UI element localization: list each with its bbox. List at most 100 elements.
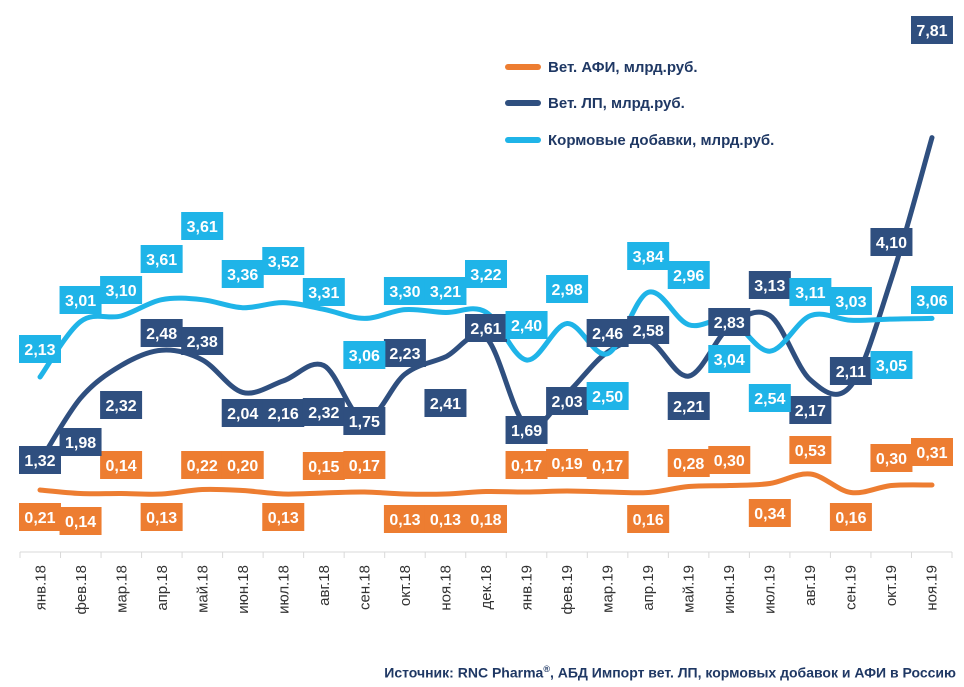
- data-label-text: 0,15: [308, 459, 339, 476]
- data-label-text: 0,34: [754, 506, 785, 523]
- series-line-afi: [37, 471, 935, 497]
- x-tick-label: июл.18: [275, 565, 292, 614]
- data-label-text: 0,14: [106, 458, 137, 475]
- data-label-box: [181, 327, 224, 355]
- legend: Вет. АФИ, млрд.руб. Вет. ЛП, млрд.руб. Кор…: [505, 59, 774, 149]
- data-label-text: 0,19: [552, 456, 583, 473]
- data-label-text: 0,20: [227, 458, 258, 475]
- data-label-box: [546, 449, 589, 477]
- x-tick-label: янв.19: [519, 565, 536, 610]
- x-tick-label: мар.18: [113, 565, 130, 613]
- data-label-afi: 0,22: [181, 451, 224, 479]
- data-label-box: [546, 387, 589, 415]
- data-label-text: 0,13: [389, 512, 420, 529]
- data-label-box: [140, 503, 183, 531]
- data-label-korm: 3,10: [100, 276, 143, 304]
- data-label-afi: 0,20: [221, 451, 264, 479]
- data-label-text: 0,13: [268, 510, 299, 527]
- data-label-text: 2,17: [795, 403, 826, 420]
- data-label-afi: 0,15: [302, 452, 345, 480]
- data-label-box: [140, 319, 183, 347]
- data-label-box: [667, 449, 710, 477]
- x-tick-label: апр.18: [154, 565, 171, 611]
- data-label-box: [708, 308, 751, 336]
- data-label-lp: 2,11: [829, 357, 872, 385]
- data-label-text: 2,96: [673, 268, 704, 285]
- x-tick-label: май.18: [194, 565, 211, 613]
- data-label-korm: 3,22: [465, 260, 507, 288]
- data-label-text: 2,61: [470, 321, 501, 338]
- x-tick-label: окт.19: [883, 565, 900, 606]
- data-label-afi: 0,14: [100, 451, 143, 479]
- data-label-text: 2,58: [633, 323, 664, 340]
- legend-label: Вет. ЛП, млрд.руб.: [548, 95, 685, 112]
- data-label-lp: 1,98: [59, 428, 102, 456]
- data-label-text: 2,41: [430, 396, 461, 413]
- data-label-text: 0,17: [349, 458, 380, 475]
- data-label-text: 3,21: [430, 284, 461, 301]
- data-label-lp: 1,69: [505, 416, 548, 444]
- data-label-lp: 2,46: [586, 319, 629, 347]
- data-label-lp: 2,21: [667, 392, 710, 420]
- data-label-box: [465, 314, 507, 342]
- data-label-box: [302, 452, 345, 480]
- x-tick-label: окт.18: [397, 565, 414, 606]
- data-label-text: 3,52: [268, 254, 299, 271]
- data-label-box: [829, 287, 872, 315]
- data-label-box: [383, 277, 426, 305]
- data-label-afi: 0,17: [343, 451, 386, 479]
- data-label-text: 0,31: [916, 445, 947, 462]
- data-label-box: [748, 271, 791, 299]
- data-label-box: [911, 16, 953, 44]
- data-label-text: 2,13: [24, 342, 55, 359]
- data-label-text: 2,32: [308, 405, 339, 422]
- data-label-box: [383, 505, 426, 533]
- legend-label: Кормовые добавки, млрд.руб.: [548, 132, 774, 149]
- data-label-box: [586, 319, 629, 347]
- data-label-box: [221, 451, 264, 479]
- data-label-box: [586, 382, 629, 410]
- data-label-text: 2,04: [227, 406, 258, 423]
- data-label-box: [100, 451, 143, 479]
- data-label-text: 2,50: [592, 389, 623, 406]
- data-label-box: [59, 507, 102, 535]
- x-tick-label: авг.19: [802, 565, 819, 606]
- data-label-box: [505, 416, 548, 444]
- data-label-box: [59, 286, 102, 314]
- legend-label: Вет. АФИ, млрд.руб.: [548, 59, 698, 76]
- data-label-box: [262, 503, 305, 531]
- data-label-text: 3,84: [633, 249, 664, 266]
- data-label-box: [181, 451, 224, 479]
- data-label-box: [546, 275, 589, 303]
- data-label-lp: 2,48: [140, 319, 183, 347]
- x-tick-label: янв.18: [32, 565, 49, 610]
- axis-layer: [19, 551, 953, 558]
- data-label-box: [870, 444, 913, 472]
- data-label-text: 0,21: [24, 510, 55, 527]
- data-label-box: [221, 399, 264, 427]
- data-label-text: 3,31: [308, 285, 339, 302]
- data-label-text: 7,81: [916, 23, 947, 40]
- data-label-box: [911, 286, 953, 314]
- data-label-text: 3,61: [146, 252, 177, 269]
- data-label-text: 2,46: [592, 326, 623, 343]
- data-label-box: [667, 392, 710, 420]
- data-label-afi: 0,13: [383, 505, 426, 533]
- data-label-afi: 0,16: [627, 505, 670, 533]
- x-tick-label: ноя.19: [924, 565, 941, 611]
- data-label-afi: 0,13: [262, 503, 305, 531]
- data-label-text: 2,03: [552, 394, 583, 411]
- x-tick-label: апр.19: [640, 565, 657, 611]
- data-label-lp: 2,32: [302, 398, 345, 426]
- data-label-box: [100, 391, 143, 419]
- data-label-text: 3,01: [65, 293, 96, 310]
- data-label-lp: 1,32: [19, 446, 61, 474]
- data-label-lp: 2,38: [181, 327, 224, 355]
- data-label-afi: 0,19: [546, 449, 589, 477]
- data-label-text: 0,18: [470, 512, 501, 529]
- x-tick-label: май.19: [681, 565, 698, 613]
- data-label-korm: 3,06: [343, 341, 386, 369]
- data-label-text: 0,13: [430, 512, 461, 529]
- data-label-text: 3,04: [714, 352, 745, 369]
- data-label-box: [708, 345, 751, 373]
